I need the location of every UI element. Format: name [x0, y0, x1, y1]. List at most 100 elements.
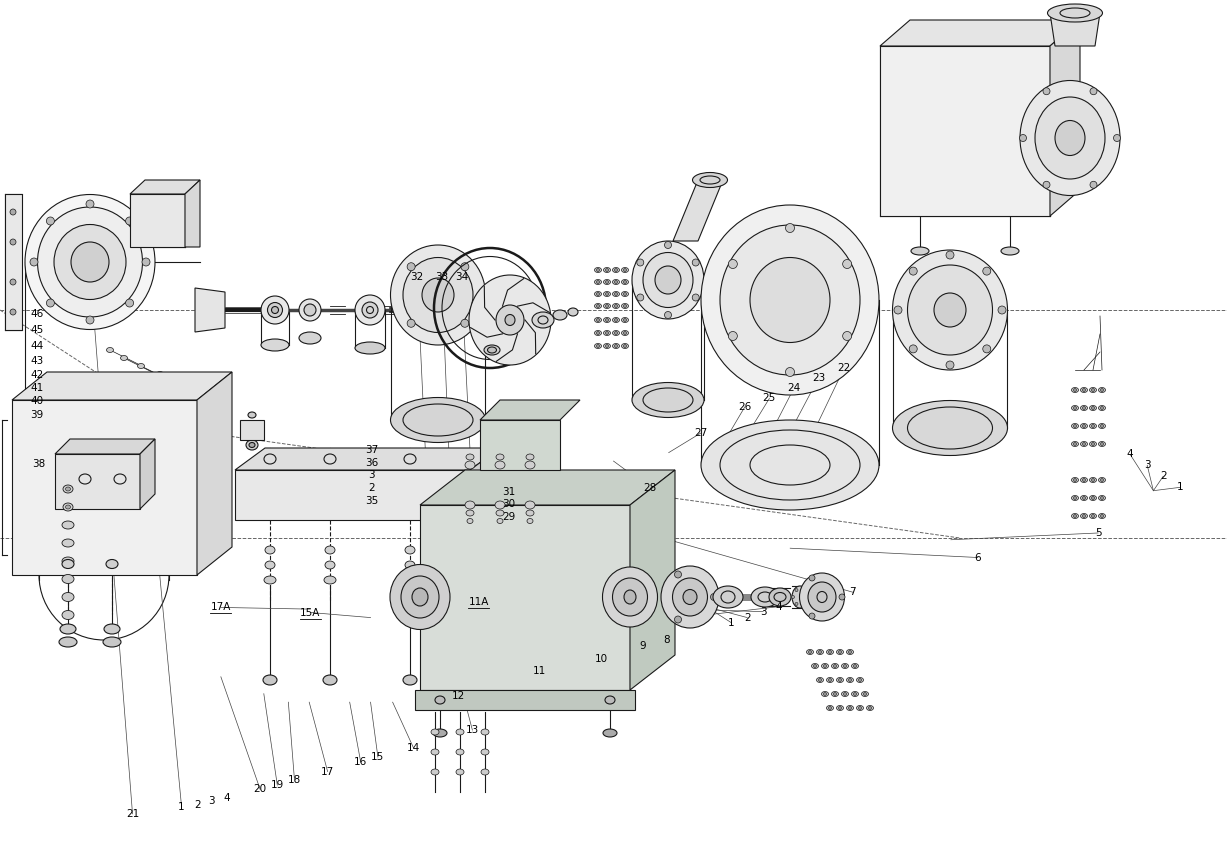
Text: 3: 3	[207, 796, 215, 806]
Ellipse shape	[25, 195, 155, 329]
Ellipse shape	[805, 596, 809, 598]
Ellipse shape	[1098, 496, 1106, 501]
Ellipse shape	[1098, 442, 1106, 447]
Ellipse shape	[701, 205, 879, 395]
Text: 20: 20	[254, 784, 266, 794]
Ellipse shape	[854, 664, 856, 667]
Ellipse shape	[827, 706, 833, 711]
Ellipse shape	[1082, 514, 1086, 518]
Ellipse shape	[802, 602, 805, 606]
Ellipse shape	[1101, 514, 1103, 518]
Ellipse shape	[595, 343, 601, 349]
Ellipse shape	[481, 769, 490, 775]
Ellipse shape	[856, 706, 864, 711]
Polygon shape	[1050, 20, 1080, 216]
Ellipse shape	[248, 412, 256, 418]
Ellipse shape	[809, 651, 811, 653]
Ellipse shape	[412, 588, 428, 606]
Ellipse shape	[65, 487, 70, 491]
Ellipse shape	[596, 344, 600, 348]
Ellipse shape	[355, 342, 385, 354]
Ellipse shape	[998, 306, 1006, 314]
Ellipse shape	[595, 292, 601, 296]
Ellipse shape	[533, 312, 555, 328]
Ellipse shape	[1074, 406, 1076, 409]
Ellipse shape	[10, 239, 16, 245]
Text: 41: 41	[31, 383, 43, 393]
Ellipse shape	[496, 510, 504, 516]
Polygon shape	[880, 46, 1050, 216]
Ellipse shape	[910, 247, 929, 255]
Ellipse shape	[63, 559, 74, 569]
Ellipse shape	[615, 332, 617, 334]
Ellipse shape	[1092, 388, 1094, 392]
Polygon shape	[1050, 13, 1099, 46]
Text: 16: 16	[355, 757, 367, 767]
Ellipse shape	[496, 305, 524, 335]
Ellipse shape	[837, 678, 843, 683]
Ellipse shape	[506, 315, 515, 326]
Ellipse shape	[324, 576, 336, 584]
Polygon shape	[420, 505, 629, 690]
Ellipse shape	[402, 675, 417, 685]
Ellipse shape	[751, 587, 779, 607]
Ellipse shape	[113, 395, 117, 399]
Ellipse shape	[483, 345, 499, 355]
Ellipse shape	[859, 678, 861, 682]
Ellipse shape	[1071, 424, 1079, 429]
Ellipse shape	[832, 663, 838, 668]
Ellipse shape	[1101, 388, 1103, 392]
Ellipse shape	[1055, 120, 1085, 156]
Polygon shape	[12, 372, 232, 400]
Text: 7: 7	[849, 587, 856, 597]
Ellipse shape	[605, 696, 615, 704]
Bar	[480, 420, 560, 470]
Bar	[240, 420, 264, 440]
Ellipse shape	[63, 557, 74, 565]
Ellipse shape	[125, 299, 134, 307]
Ellipse shape	[263, 675, 277, 685]
Ellipse shape	[852, 663, 859, 668]
Ellipse shape	[86, 316, 94, 324]
Text: 44: 44	[31, 341, 43, 351]
Ellipse shape	[720, 225, 860, 375]
Polygon shape	[55, 439, 155, 454]
Ellipse shape	[822, 663, 828, 668]
Ellipse shape	[10, 309, 16, 315]
Ellipse shape	[849, 678, 852, 682]
Ellipse shape	[809, 575, 815, 581]
Ellipse shape	[1090, 405, 1097, 410]
Ellipse shape	[264, 576, 276, 584]
Ellipse shape	[1092, 425, 1094, 427]
Ellipse shape	[595, 317, 601, 322]
Ellipse shape	[839, 594, 845, 600]
Ellipse shape	[1081, 442, 1087, 447]
Text: 2: 2	[194, 799, 201, 810]
Ellipse shape	[605, 318, 609, 321]
Ellipse shape	[1101, 442, 1103, 446]
Polygon shape	[236, 448, 499, 470]
Ellipse shape	[791, 596, 795, 598]
Ellipse shape	[661, 566, 719, 628]
Polygon shape	[672, 180, 723, 241]
Ellipse shape	[10, 209, 16, 215]
Text: 6: 6	[974, 552, 982, 563]
Ellipse shape	[946, 361, 955, 369]
Ellipse shape	[842, 663, 849, 668]
Ellipse shape	[325, 546, 335, 554]
Ellipse shape	[29, 258, 38, 266]
Ellipse shape	[465, 501, 475, 509]
Ellipse shape	[1098, 405, 1106, 410]
Ellipse shape	[838, 678, 842, 682]
Ellipse shape	[481, 729, 490, 735]
Ellipse shape	[325, 561, 335, 569]
Ellipse shape	[946, 251, 955, 259]
Text: 18: 18	[288, 775, 301, 785]
Ellipse shape	[823, 664, 827, 667]
Ellipse shape	[816, 650, 823, 655]
Text: 1: 1	[178, 802, 185, 812]
Ellipse shape	[622, 292, 628, 296]
Ellipse shape	[1092, 479, 1094, 481]
Ellipse shape	[595, 331, 601, 336]
Polygon shape	[140, 439, 155, 509]
